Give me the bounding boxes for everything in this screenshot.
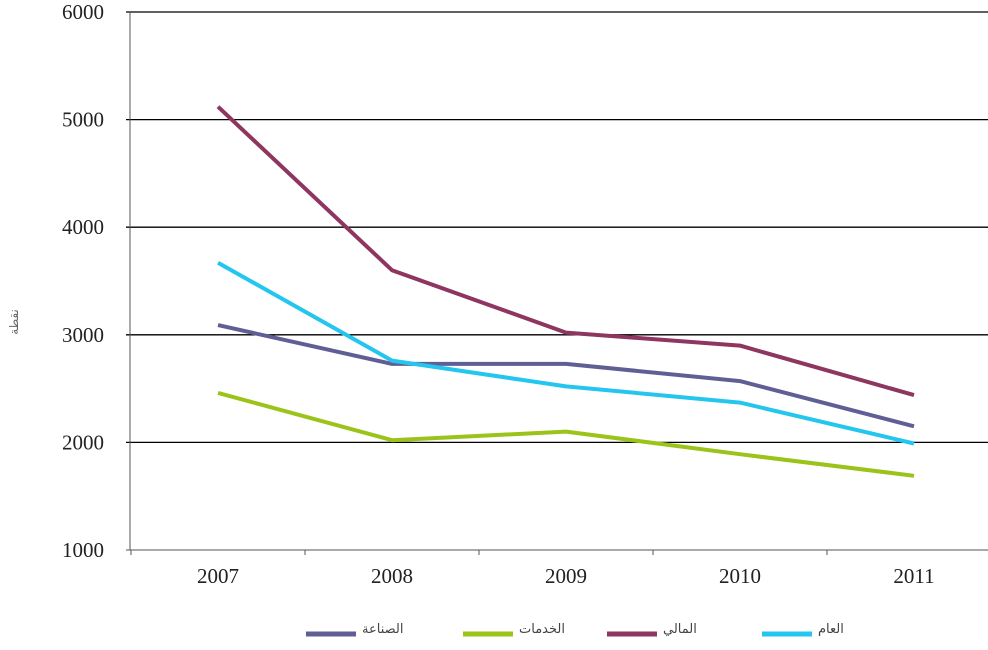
series-line-1 [217, 390, 915, 478]
legend-label: المالي [663, 622, 697, 637]
y-tick-label: 3000 [62, 323, 104, 347]
y-tick-label: 5000 [62, 108, 104, 132]
y-tick-label: 4000 [62, 215, 104, 239]
x-tick-label: 2011 [893, 564, 934, 588]
axes [126, 12, 988, 555]
x-tick-label: 2007 [197, 564, 239, 588]
y-tick-label: 6000 [62, 0, 104, 24]
series-line-3 [217, 260, 915, 446]
legend-label: الصناعة [362, 622, 403, 637]
y-tick-label: 2000 [62, 430, 104, 454]
x-tick-label: 2009 [545, 564, 587, 588]
series-lines [216, 105, 915, 478]
legend-label: الخدمات [519, 622, 565, 637]
legend-label: العام [818, 622, 844, 637]
legend: الصناعة الخدمات المالي العام [306, 622, 844, 637]
series-line-2 [216, 105, 915, 398]
x-tick-label: 2008 [371, 564, 413, 588]
y-axis-label: نقطة [7, 309, 21, 335]
series-line-0 [217, 323, 915, 429]
y-tick-label: 1000 [62, 538, 104, 562]
x-tick-label: 2010 [719, 564, 761, 588]
tick-labels: 1000 2000 3000 4000 5000 6000 2007 2008 2009 2010… [62, 0, 935, 588]
